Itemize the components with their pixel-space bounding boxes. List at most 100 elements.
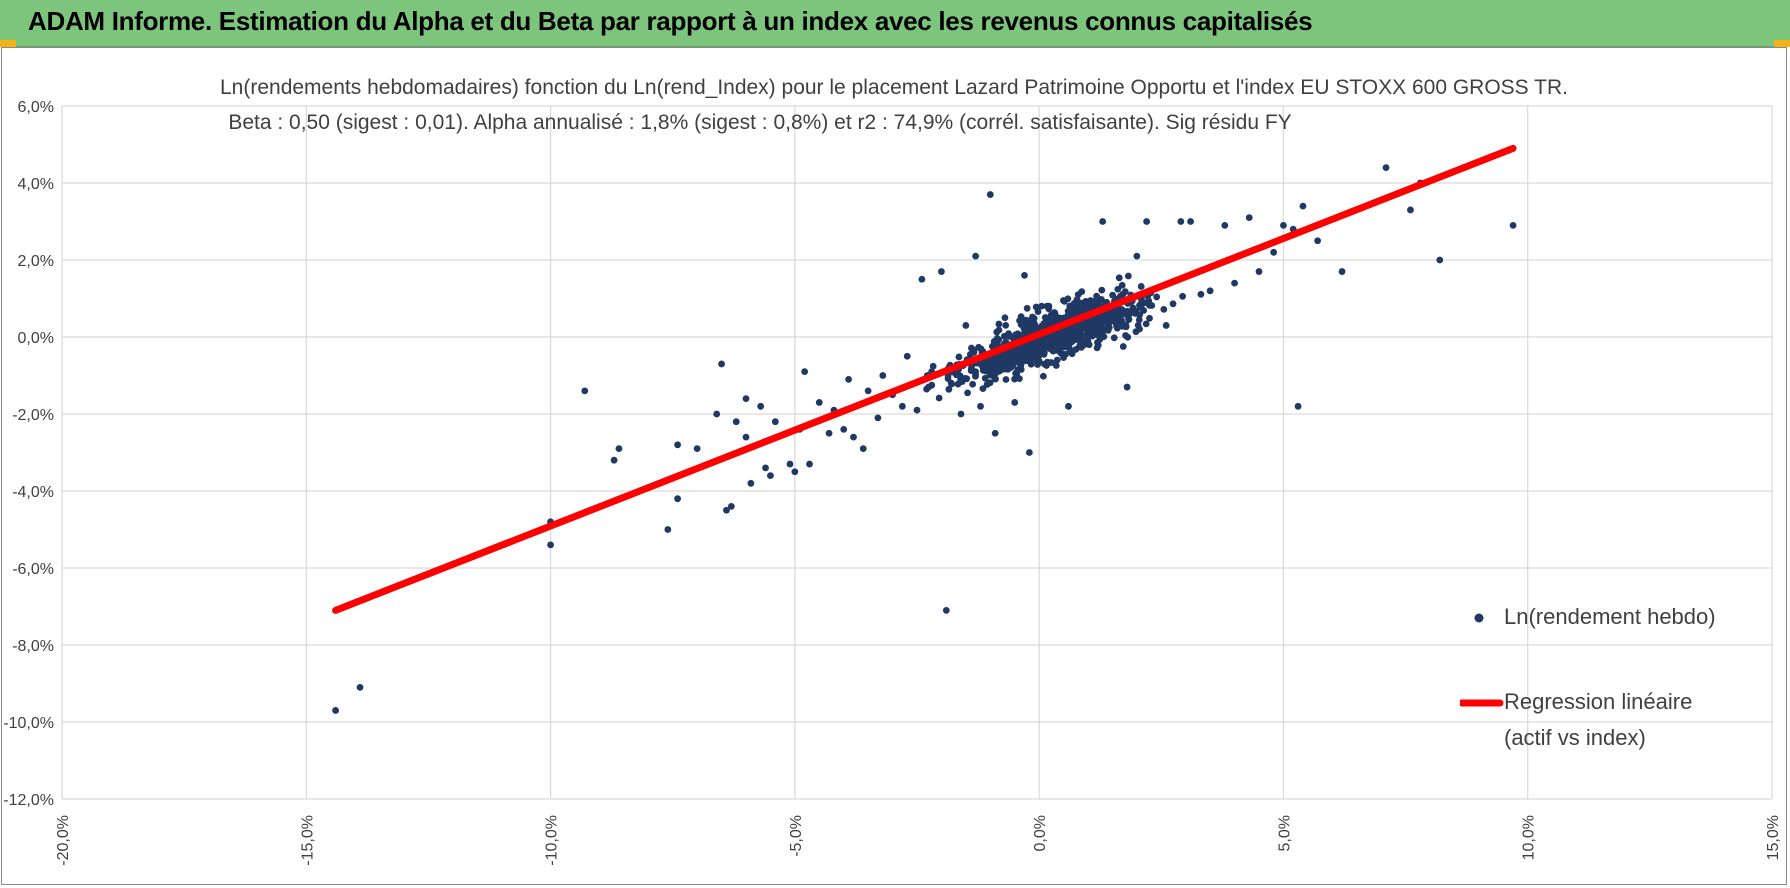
legend-label-regression-sub: (actif vs index) [1504, 725, 1646, 750]
data-point [615, 445, 623, 453]
data-point [547, 541, 554, 549]
data-point [1299, 202, 1307, 210]
data-point [948, 380, 956, 388]
data-point [1009, 361, 1017, 369]
x-tick-label: -15,0% [299, 815, 316, 866]
data-point [801, 368, 809, 376]
data-point [1118, 281, 1126, 289]
data-point [903, 352, 911, 360]
data-point [955, 353, 963, 361]
data-point [1115, 274, 1123, 282]
data-point [957, 410, 965, 418]
data-point [1119, 343, 1127, 350]
data-point [969, 380, 977, 388]
data-point [1069, 328, 1077, 336]
x-tick-label: 5,0% [1276, 815, 1293, 851]
data-point [864, 387, 872, 395]
data-point [980, 365, 988, 372]
data-point [898, 402, 906, 410]
data-point [964, 389, 971, 397]
data-point [1082, 298, 1090, 305]
data-point [1187, 218, 1194, 225]
y-tick-label: -8,0% [12, 638, 54, 655]
data-point [1109, 291, 1117, 299]
data-point [1436, 256, 1444, 264]
data-point [1075, 334, 1083, 342]
data-point [1098, 286, 1106, 294]
data-point [1024, 326, 1032, 334]
data-point [664, 526, 672, 533]
data-point [742, 433, 750, 441]
data-point [954, 380, 962, 388]
data-point [1135, 316, 1143, 324]
legend-label-points: Ln(rendement hebdo) [1504, 604, 1716, 629]
data-point [1076, 299, 1084, 307]
data-point [1021, 272, 1028, 279]
data-point [1110, 334, 1118, 342]
data-point [1153, 293, 1161, 301]
legend-markers [1460, 613, 1504, 707]
x-axis-ticks: -20,0% -15,0% -10,0% -5,0% 0,0% 5,0% 10,0% 15,0… [55, 815, 1782, 866]
data-point [747, 479, 755, 487]
data-point [935, 394, 943, 402]
data-point [1094, 328, 1101, 335]
data-point [610, 456, 618, 464]
data-point [1025, 342, 1033, 350]
data-point [990, 359, 998, 366]
data-point [1025, 317, 1033, 325]
data-point [1146, 314, 1153, 322]
data-point [995, 320, 1003, 328]
data-point [1407, 206, 1414, 214]
data-point [993, 328, 1001, 336]
data-point [990, 365, 998, 372]
data-point [850, 433, 857, 441]
data-point [1065, 310, 1072, 318]
data-point [957, 375, 964, 383]
y-tick-label: 4,0% [18, 176, 54, 193]
data-point [874, 414, 882, 422]
x-tick-label: -10,0% [544, 815, 561, 866]
data-point [723, 506, 730, 514]
data-point [1104, 326, 1112, 334]
data-point [944, 375, 952, 382]
corner-marker-left [0, 40, 16, 47]
data-point [1294, 402, 1302, 410]
data-point [1509, 221, 1517, 229]
data-point [1137, 283, 1145, 290]
data-point [859, 445, 867, 453]
data-point [1060, 338, 1067, 346]
data-point [693, 445, 701, 453]
data-point [1338, 268, 1346, 275]
data-point [1125, 315, 1133, 323]
data-point [791, 468, 799, 476]
data-point [913, 406, 921, 414]
chart-frame [1, 47, 1787, 885]
data-point [986, 371, 994, 379]
data-point [840, 426, 848, 433]
data-point [1162, 322, 1170, 329]
y-tick-label: 0,0% [18, 330, 54, 347]
data-point [771, 418, 779, 426]
data-point [762, 464, 769, 472]
data-point [1093, 344, 1101, 352]
data-point [1002, 322, 1010, 329]
data-point [1137, 300, 1145, 308]
y-tick-label: -4,0% [12, 484, 54, 501]
data-point [1011, 354, 1019, 361]
data-point [1120, 310, 1128, 318]
data-point [825, 429, 833, 437]
legend: Ln(rendement hebdo) Regression linéaire … [1460, 598, 1760, 758]
data-point [713, 410, 721, 418]
data-point [815, 399, 823, 406]
data-point [1030, 315, 1038, 322]
data-point [1143, 218, 1151, 225]
data-point [928, 381, 936, 389]
data-point [786, 460, 794, 468]
data-point [1023, 357, 1031, 365]
y-tick-label: -12,0% [3, 792, 54, 809]
data-point [938, 268, 945, 275]
data-point [929, 362, 937, 370]
data-point [1109, 314, 1117, 322]
data-point [1231, 279, 1238, 287]
data-point [1051, 312, 1059, 320]
